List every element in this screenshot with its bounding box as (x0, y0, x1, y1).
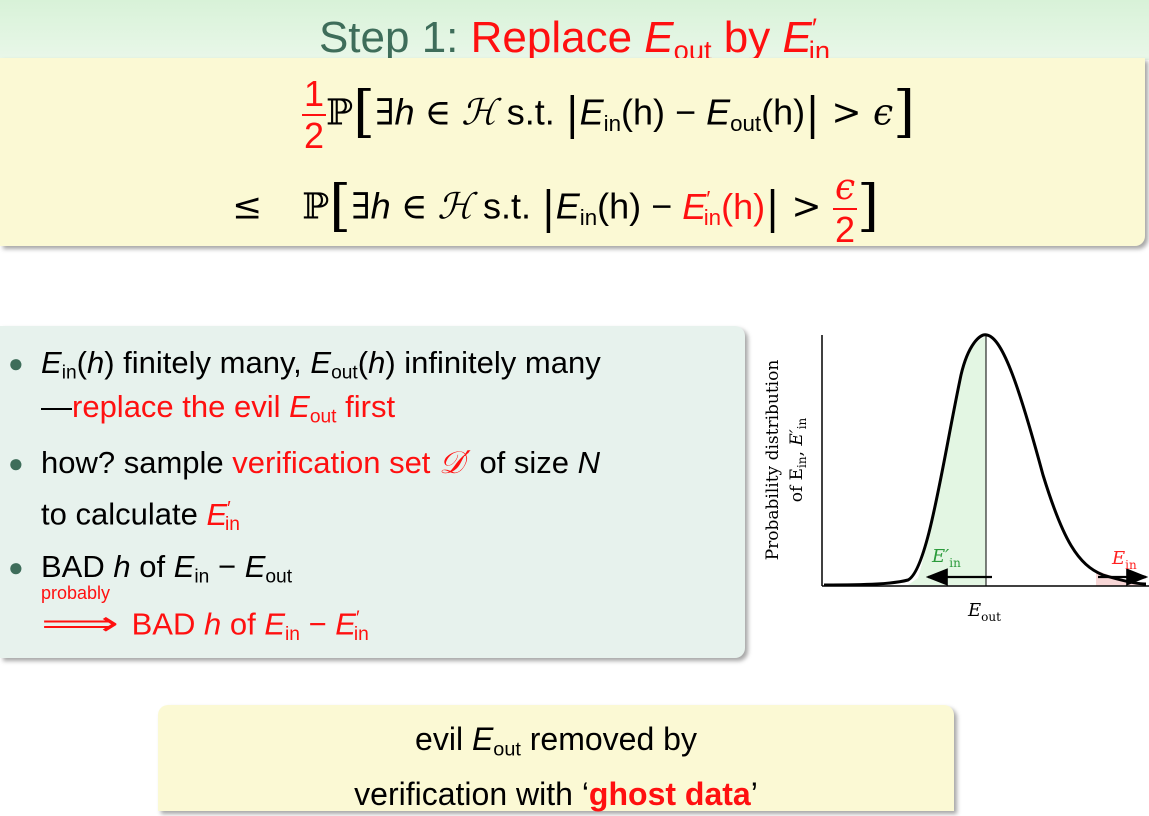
green-region (908, 336, 986, 585)
ghost-data-highlight: ghost data (588, 775, 751, 812)
plot-xlabel: Eout (967, 600, 1001, 624)
plot-ylabel-2: of Ein, E′in (787, 417, 809, 502)
bullet-dot-icon: ● (8, 348, 24, 378)
eprime-term: E′in(h) (682, 185, 766, 230)
conclusion-line-2: verification with ‘ghost data’ (354, 775, 758, 812)
slide-title: Step 1: Replace Eout by E′in (0, 0, 1149, 66)
title-step: Step 1: (318, 13, 471, 62)
bullets-box: ● Ein(h) finitely many, Eout(h) infinite… (0, 326, 745, 658)
distribution-curve (823, 333, 1147, 587)
formula-line-1: 1 2 ℙ[∃h ∈ ℋ s.t. |Ein(h) − Eout(h)| > ϵ] (302, 73, 916, 156)
probably-implies: probably ⟹ (41, 582, 119, 643)
title-highlight: Replace Eout by E′in (470, 12, 831, 66)
formula-line-2: ≤ ℙ[∃h ∈ ℋ s.t. |Ein(h) − E′in(h)| > ϵ 2] (232, 167, 880, 250)
distribution-plot: Probability distribution of Ein, E′in E′… (763, 333, 1149, 624)
conclusion-box: evil Eout removed by verification with ‘… (158, 705, 954, 812)
formula-box: 1 2 ℙ[∃h ∈ ℋ s.t. |Ein(h) − Eout(h)| > ϵ] … (0, 58, 1145, 250)
label-e-in: Ein (1111, 548, 1137, 572)
conclusion-line-1: evil Eout removed by (415, 721, 697, 761)
label-eprime-in: E′in (931, 546, 961, 570)
bullet-dot-icon: ● (8, 448, 24, 478)
bullet-dot-icon: ● (8, 552, 24, 582)
plot-ylabel: Probability distribution (763, 360, 783, 561)
